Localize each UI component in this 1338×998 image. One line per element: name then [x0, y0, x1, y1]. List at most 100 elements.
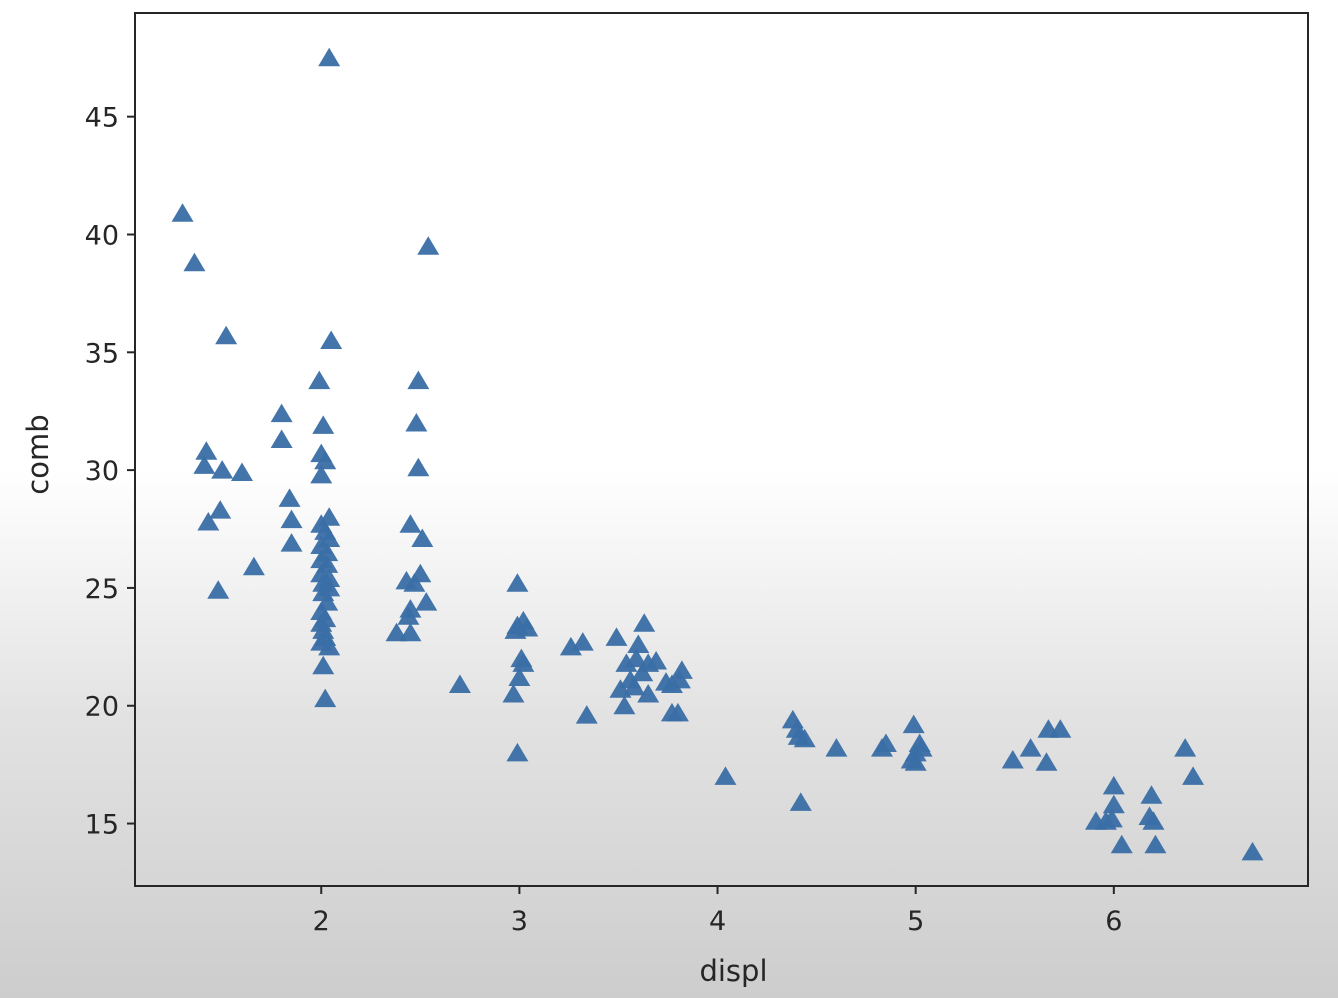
x-tick-label: 3: [511, 906, 528, 937]
y-tick-label: 20: [85, 692, 119, 723]
data-point: [502, 683, 525, 703]
data-point: [197, 511, 220, 531]
data-point: [211, 460, 234, 479]
data-point: [670, 660, 693, 679]
data-point: [1174, 738, 1197, 757]
data-point: [195, 441, 218, 460]
data-point: [1241, 841, 1264, 861]
data-point: [825, 738, 848, 757]
data-point: [571, 632, 594, 651]
data-point: [407, 370, 430, 390]
data-point: [615, 653, 638, 672]
data-point: [508, 667, 531, 686]
data-point: [506, 573, 529, 592]
data-point: [902, 714, 925, 734]
data-point: [312, 415, 335, 434]
data-point: [793, 728, 816, 748]
data-point: [1001, 749, 1024, 769]
data-point: [193, 455, 216, 474]
x-tick-label: 2: [313, 906, 330, 937]
data-point: [1035, 752, 1058, 771]
data-point: [631, 662, 654, 682]
data-point: [1140, 785, 1163, 804]
data-point: [633, 613, 656, 632]
data-point: [270, 403, 293, 423]
data-point: [613, 695, 636, 715]
data-point: [417, 236, 440, 255]
data-point: [270, 429, 293, 448]
data-point: [399, 514, 422, 533]
data-point: [280, 509, 303, 529]
data-point: [512, 653, 535, 672]
data-point: [318, 636, 341, 656]
x-tick-label: 6: [1105, 906, 1122, 937]
data-point: [448, 674, 471, 694]
data-point: [280, 533, 303, 552]
data-point: [575, 705, 598, 724]
data-point: [318, 47, 341, 67]
data-point: [320, 330, 343, 350]
data-point: [314, 450, 337, 470]
x-axis: 2 3 4 5 6: [313, 886, 1122, 937]
data-point: [209, 500, 232, 519]
data-point: [308, 370, 331, 390]
data-point: [415, 592, 438, 611]
data-point: [714, 766, 737, 785]
data-point: [637, 683, 660, 703]
y-tick-label: 45: [85, 103, 119, 134]
data-point: [397, 606, 420, 625]
data-point: [506, 742, 529, 762]
data-point: [516, 617, 539, 637]
data-point: [660, 702, 683, 722]
data-point: [1144, 834, 1167, 854]
data-point: [1049, 719, 1072, 738]
data-point: [625, 648, 648, 668]
data-point: [627, 634, 650, 653]
data-point: [171, 203, 194, 222]
data-point: [874, 733, 897, 752]
data-point: [312, 655, 335, 675]
data-point: [1102, 794, 1125, 814]
data-point: [407, 457, 430, 477]
data-point: [645, 650, 668, 670]
data-point: [399, 622, 422, 642]
data-point: [1142, 811, 1165, 830]
y-tick-label: 40: [85, 220, 119, 251]
data-point: [215, 325, 238, 345]
data-point: [789, 792, 812, 811]
y-tick-label: 35: [85, 338, 119, 369]
data-point: [605, 627, 628, 646]
data-point: [314, 688, 337, 708]
plot-frame: [134, 12, 1309, 887]
data-point: [411, 528, 434, 547]
data-point: [1110, 834, 1133, 854]
data-point: [1182, 766, 1205, 785]
data-point: [1019, 738, 1042, 757]
y-tick-label: 30: [85, 456, 119, 487]
x-tick-label: 4: [709, 906, 726, 937]
y-axis-label: comb: [21, 414, 55, 494]
data-point: [278, 488, 301, 507]
data-point: [242, 556, 265, 576]
data-point: [1100, 808, 1123, 828]
y-tick-label: 25: [85, 574, 119, 605]
y-axis: 15 20 25 30 35 40 45: [85, 103, 135, 841]
data-point: [385, 622, 408, 642]
data-point: [403, 573, 426, 592]
data-point: [405, 412, 428, 432]
x-tick-label: 5: [907, 906, 924, 937]
data-point: [207, 580, 230, 599]
data-point: [230, 462, 253, 481]
y-tick-label: 15: [85, 810, 119, 841]
data-point: [559, 636, 582, 656]
data-point: [183, 252, 206, 272]
data-point: [668, 669, 691, 689]
data-point: [310, 464, 333, 484]
data-point: [910, 738, 933, 757]
data-point: [1102, 775, 1125, 795]
data-point: [619, 669, 642, 689]
data-point: [904, 752, 927, 771]
x-axis-label: displ: [699, 954, 767, 988]
data-points: [171, 47, 1264, 861]
